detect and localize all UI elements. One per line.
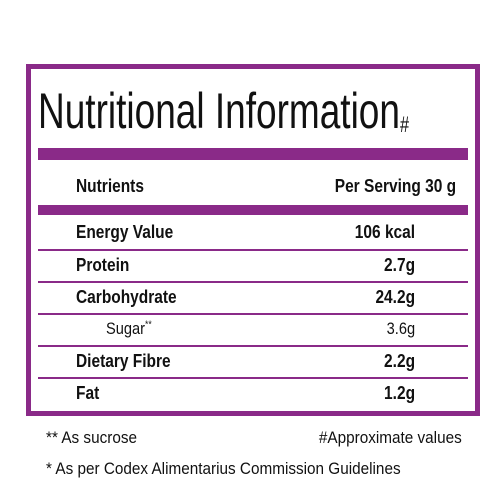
nutrient-value: 2.7g bbox=[384, 255, 415, 275]
nutrient-name: Energy Value bbox=[76, 222, 174, 242]
row-line bbox=[38, 313, 468, 315]
nutrient-value: 106 kcal bbox=[354, 222, 415, 242]
nutrient-value: 3.6g bbox=[386, 319, 415, 338]
band bbox=[38, 205, 468, 215]
header-cell: Nutrients bbox=[76, 176, 144, 196]
title-text: Nutritional Information bbox=[38, 83, 400, 139]
nutrient-name-text: Sugar bbox=[106, 319, 146, 338]
label-border bbox=[26, 64, 480, 416]
row-line bbox=[38, 377, 468, 379]
header-cell: Per Serving 30 g bbox=[334, 176, 456, 196]
title-mark: # bbox=[399, 112, 410, 137]
nutrient-name: Carbohydrate bbox=[76, 287, 177, 307]
nutrient-value: 1.2g bbox=[384, 383, 415, 403]
footnote: ** As sucrose bbox=[46, 428, 137, 447]
row-line bbox=[38, 345, 468, 347]
footnote: #Approximate values bbox=[319, 428, 462, 447]
nutrient-name: Dietary Fibre bbox=[76, 351, 171, 371]
nutrient-value: 2.2g bbox=[384, 351, 415, 371]
nutrient-name: Fat bbox=[76, 383, 100, 403]
nutrient-value: 24.2g bbox=[375, 287, 415, 307]
row-line bbox=[38, 281, 468, 283]
title: Nutritional Information# bbox=[38, 82, 409, 140]
footnote: * As per Codex Alimentarius Commission G… bbox=[46, 459, 401, 478]
row-line bbox=[38, 249, 468, 251]
nutrient-mark: ** bbox=[145, 319, 152, 331]
band bbox=[38, 148, 468, 160]
nutrient-name: Sugar** bbox=[106, 319, 152, 339]
nutrient-name: Protein bbox=[76, 255, 130, 275]
